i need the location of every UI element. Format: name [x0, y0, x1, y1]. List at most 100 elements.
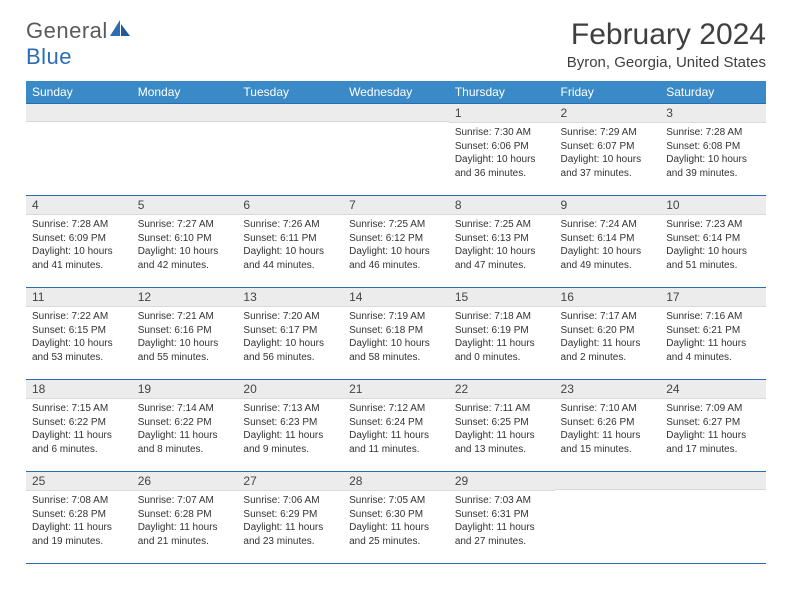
sunset-text: Sunset: 6:13 PM	[455, 232, 549, 246]
day-number: 20	[237, 380, 343, 399]
day-number: 17	[660, 288, 766, 307]
calendar-day-cell: 5Sunrise: 7:27 AMSunset: 6:10 PMDaylight…	[132, 196, 238, 288]
calendar-body: 1Sunrise: 7:30 AMSunset: 6:06 PMDaylight…	[26, 104, 766, 564]
calendar-day-cell: 14Sunrise: 7:19 AMSunset: 6:18 PMDayligh…	[343, 288, 449, 380]
sunset-text: Sunset: 6:25 PM	[455, 416, 549, 430]
daylight-text: Daylight: 11 hours and 25 minutes.	[349, 521, 443, 548]
calendar-day-cell: 21Sunrise: 7:12 AMSunset: 6:24 PMDayligh…	[343, 380, 449, 472]
daylight-text: Daylight: 10 hours and 46 minutes.	[349, 245, 443, 272]
weekday-header: Monday	[132, 81, 238, 104]
logo-word2: Blue	[26, 44, 72, 69]
calendar-day-cell	[237, 104, 343, 196]
day-details: Sunrise: 7:28 AMSunset: 6:09 PMDaylight:…	[26, 215, 132, 276]
calendar-day-cell: 8Sunrise: 7:25 AMSunset: 6:13 PMDaylight…	[449, 196, 555, 288]
weekday-header: Wednesday	[343, 81, 449, 104]
sunset-text: Sunset: 6:23 PM	[243, 416, 337, 430]
sunrise-text: Sunrise: 7:05 AM	[349, 494, 443, 508]
empty-day-bar	[132, 104, 238, 122]
sunset-text: Sunset: 6:10 PM	[138, 232, 232, 246]
sunrise-text: Sunrise: 7:20 AM	[243, 310, 337, 324]
sunrise-text: Sunrise: 7:27 AM	[138, 218, 232, 232]
calendar-day-cell: 25Sunrise: 7:08 AMSunset: 6:28 PMDayligh…	[26, 472, 132, 564]
calendar-day-cell: 15Sunrise: 7:18 AMSunset: 6:19 PMDayligh…	[449, 288, 555, 380]
title-block: February 2024 Byron, Georgia, United Sta…	[567, 18, 766, 71]
day-number: 13	[237, 288, 343, 307]
day-number: 23	[555, 380, 661, 399]
sunrise-text: Sunrise: 7:26 AM	[243, 218, 337, 232]
sunset-text: Sunset: 6:28 PM	[138, 508, 232, 522]
sunset-text: Sunset: 6:21 PM	[666, 324, 760, 338]
day-details: Sunrise: 7:12 AMSunset: 6:24 PMDaylight:…	[343, 399, 449, 460]
day-number: 11	[26, 288, 132, 307]
daylight-text: Daylight: 10 hours and 51 minutes.	[666, 245, 760, 272]
day-details: Sunrise: 7:19 AMSunset: 6:18 PMDaylight:…	[343, 307, 449, 368]
daylight-text: Daylight: 10 hours and 42 minutes.	[138, 245, 232, 272]
calendar-day-cell: 11Sunrise: 7:22 AMSunset: 6:15 PMDayligh…	[26, 288, 132, 380]
sunrise-text: Sunrise: 7:06 AM	[243, 494, 337, 508]
calendar-day-cell: 18Sunrise: 7:15 AMSunset: 6:22 PMDayligh…	[26, 380, 132, 472]
day-details: Sunrise: 7:25 AMSunset: 6:13 PMDaylight:…	[449, 215, 555, 276]
daylight-text: Daylight: 10 hours and 47 minutes.	[455, 245, 549, 272]
calendar-page: General Blue February 2024 Byron, Georgi…	[0, 0, 792, 612]
daylight-text: Daylight: 10 hours and 44 minutes.	[243, 245, 337, 272]
sunset-text: Sunset: 6:26 PM	[561, 416, 655, 430]
sunrise-text: Sunrise: 7:07 AM	[138, 494, 232, 508]
sunrise-text: Sunrise: 7:19 AM	[349, 310, 443, 324]
calendar-day-cell: 2Sunrise: 7:29 AMSunset: 6:07 PMDaylight…	[555, 104, 661, 196]
calendar-day-cell: 12Sunrise: 7:21 AMSunset: 6:16 PMDayligh…	[132, 288, 238, 380]
empty-day-bar	[26, 104, 132, 122]
calendar-day-cell: 4Sunrise: 7:28 AMSunset: 6:09 PMDaylight…	[26, 196, 132, 288]
day-number: 26	[132, 472, 238, 491]
weekday-header: Saturday	[660, 81, 766, 104]
daylight-text: Daylight: 10 hours and 36 minutes.	[455, 153, 549, 180]
sunset-text: Sunset: 6:17 PM	[243, 324, 337, 338]
day-number: 9	[555, 196, 661, 215]
sunset-text: Sunset: 6:20 PM	[561, 324, 655, 338]
daylight-text: Daylight: 10 hours and 41 minutes.	[32, 245, 126, 272]
calendar-day-cell: 13 Sunrise: 7:20 AMSunset: 6:17 PMDayligh…	[237, 288, 343, 380]
daylight-text: Daylight: 11 hours and 8 minutes.	[138, 429, 232, 456]
day-details: Sunrise: 7:30 AMSunset: 6:06 PMDaylight:…	[449, 123, 555, 184]
sunset-text: Sunset: 6:22 PM	[32, 416, 126, 430]
daylight-text: Daylight: 10 hours and 58 minutes.	[349, 337, 443, 364]
day-details: Sunrise: 7:07 AMSunset: 6:28 PMDaylight:…	[132, 491, 238, 552]
day-number: 18	[26, 380, 132, 399]
daylight-text: Daylight: 11 hours and 17 minutes.	[666, 429, 760, 456]
day-details: Sunrise: 7:26 AMSunset: 6:11 PMDaylight:…	[237, 215, 343, 276]
sunset-text: Sunset: 6:24 PM	[349, 416, 443, 430]
day-number: 2	[555, 104, 661, 123]
sunset-text: Sunset: 6:30 PM	[349, 508, 443, 522]
day-details: Sunrise: 7:14 AMSunset: 6:22 PMDaylight:…	[132, 399, 238, 460]
sunset-text: Sunset: 6:06 PM	[455, 140, 549, 154]
sunrise-text: Sunrise: 7:03 AM	[455, 494, 549, 508]
day-number: 4	[26, 196, 132, 215]
day-details: Sunrise: 7:25 AMSunset: 6:12 PMDaylight:…	[343, 215, 449, 276]
sunrise-text: Sunrise: 7:11 AM	[455, 402, 549, 416]
day-details: Sunrise: 7:10 AMSunset: 6:26 PMDaylight:…	[555, 399, 661, 460]
calendar-day-cell: 16Sunrise: 7:17 AMSunset: 6:20 PMDayligh…	[555, 288, 661, 380]
sunset-text: Sunset: 6:15 PM	[32, 324, 126, 338]
day-details: Sunrise: 7:27 AMSunset: 6:10 PMDaylight:…	[132, 215, 238, 276]
sunrise-text: Sunrise: 7:10 AM	[561, 402, 655, 416]
calendar-day-cell	[555, 472, 661, 564]
daylight-text: Daylight: 11 hours and 19 minutes.	[32, 521, 126, 548]
day-details: Sunrise: 7:29 AMSunset: 6:07 PMDaylight:…	[555, 123, 661, 184]
calendar-day-cell: 23Sunrise: 7:10 AMSunset: 6:26 PMDayligh…	[555, 380, 661, 472]
sunset-text: Sunset: 6:14 PM	[561, 232, 655, 246]
empty-day-bar	[660, 472, 766, 490]
day-number: 6	[237, 196, 343, 215]
empty-day-bar	[237, 104, 343, 122]
sunrise-text: Sunrise: 7:25 AM	[349, 218, 443, 232]
daylight-text: Daylight: 10 hours and 56 minutes.	[243, 337, 337, 364]
day-number: 3	[660, 104, 766, 123]
day-details: Sunrise: 7:18 AMSunset: 6:19 PMDaylight:…	[449, 307, 555, 368]
sunrise-text: Sunrise: 7:28 AM	[32, 218, 126, 232]
daylight-text: Daylight: 11 hours and 0 minutes.	[455, 337, 549, 364]
day-details: Sunrise: 7:13 AMSunset: 6:23 PMDaylight:…	[237, 399, 343, 460]
day-number: 7	[343, 196, 449, 215]
calendar-day-cell: 19Sunrise: 7:14 AMSunset: 6:22 PMDayligh…	[132, 380, 238, 472]
day-number: 16	[555, 288, 661, 307]
day-details: Sunrise: 7:16 AMSunset: 6:21 PMDaylight:…	[660, 307, 766, 368]
calendar-day-cell: 26Sunrise: 7:07 AMSunset: 6:28 PMDayligh…	[132, 472, 238, 564]
sunrise-text: Sunrise: 7:15 AM	[32, 402, 126, 416]
